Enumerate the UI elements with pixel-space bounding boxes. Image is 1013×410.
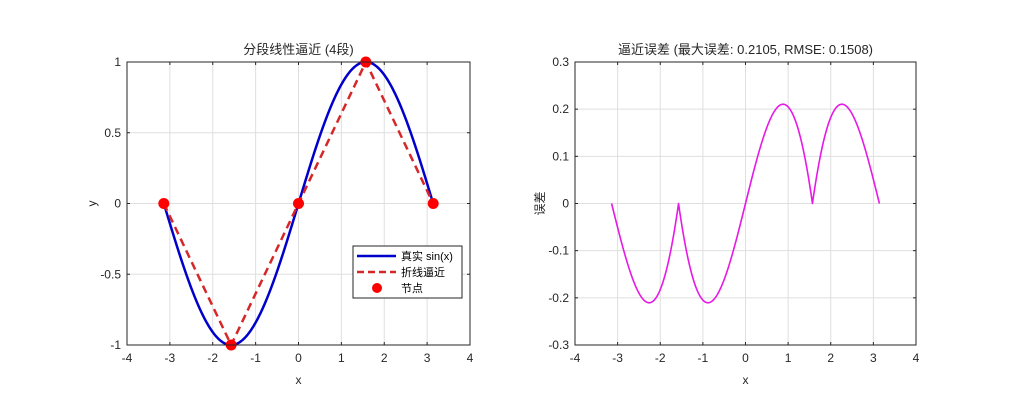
right-series-group (610, 103, 881, 304)
y-tick-label: -0.2 (548, 291, 569, 305)
error-line (610, 103, 881, 304)
y-tick-label: 0.2 (552, 102, 569, 116)
y-tick-label: 0 (562, 197, 569, 211)
x-tick-label: -2 (207, 351, 218, 365)
right-y-axis-label: 误差 (533, 191, 547, 215)
y-tick-label: 0 (114, 197, 121, 211)
legend-label-polyline: 折线逼近 (401, 265, 445, 279)
x-tick-label: 2 (827, 351, 834, 365)
right-plot-panel: -4 -3 -2 -1 0 1 2 3 4 -0.3 -0.2 -0.1 0 0.1 0.2 0.3 逼近误差… (533, 42, 920, 387)
right-chart-title: 逼近误差 (最大误差: 0.2105, RMSE: 0.1508) (618, 42, 873, 57)
y-tick-label: -1 (110, 338, 121, 352)
legend-swatch-nodes (372, 283, 382, 293)
left-x-axis-label: x (296, 373, 302, 387)
x-tick-label: -3 (612, 351, 623, 365)
x-tick-label: 3 (870, 351, 877, 365)
node-marker (427, 198, 439, 209)
left-y-axis-label: y (85, 201, 99, 207)
x-tick-label: -4 (122, 351, 133, 365)
left-series-group (158, 56, 439, 351)
x-tick-label: 1 (785, 351, 792, 365)
node-marker (158, 198, 170, 209)
node-marker (293, 198, 304, 209)
y-tick-label: 1 (114, 55, 121, 69)
x-tick-label: 1 (338, 351, 345, 365)
y-tick-label: -0.5 (100, 267, 121, 281)
legend-box (352, 245, 463, 299)
x-tick-label: -3 (165, 351, 176, 365)
x-tick-label: -1 (698, 351, 709, 365)
x-tick-label: 4 (467, 351, 474, 365)
x-tick-label: -2 (655, 351, 666, 365)
legend-label-true-sin: 真实 sin(x) (401, 249, 453, 263)
x-tick-label: -1 (250, 351, 261, 365)
left-ticks: -4 -3 -2 -1 0 1 2 3 4 -1 -0.5 0 0.5 1 (100, 55, 473, 365)
y-tick-label: -0.1 (548, 244, 569, 258)
y-tick-label: -0.3 (548, 338, 569, 352)
x-tick-label: -4 (570, 351, 581, 365)
x-tick-label: 2 (381, 351, 388, 365)
legend-label-nodes: 节点 (401, 282, 423, 295)
legend: 真实 sin(x) 折线逼近 节点 (352, 245, 463, 299)
right-ticks: -4 -3 -2 -1 0 1 2 3 4 -0.3 -0.2 -0.1 0 0.1 0.2 0.3 (548, 55, 919, 365)
left-chart-title: 分段线性逼近 (4段) (243, 42, 354, 57)
x-tick-label: 0 (295, 351, 302, 365)
x-tick-label: 3 (424, 351, 431, 365)
x-tick-label: 4 (913, 351, 920, 365)
y-tick-label: 0.5 (104, 126, 121, 140)
x-tick-label: 0 (742, 351, 749, 365)
y-tick-label: 0.3 (552, 55, 569, 69)
left-plot-panel: -4 -3 -2 -1 0 1 2 3 4 -1 -0.5 0 0.5 1 分段线性逼近 (4段) x y… (85, 42, 474, 387)
right-x-axis-label: x (743, 373, 749, 387)
y-tick-label: 0.1 (552, 149, 569, 163)
